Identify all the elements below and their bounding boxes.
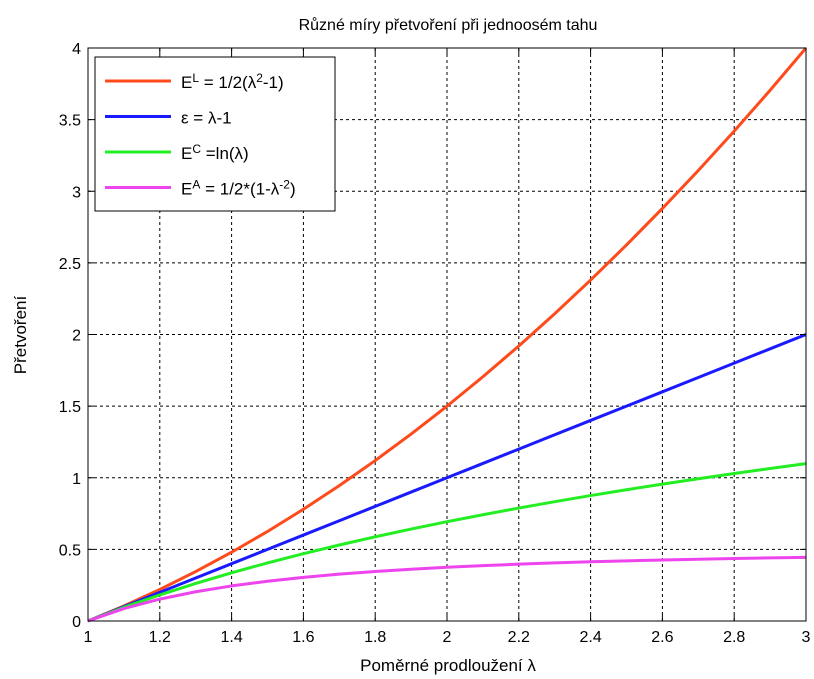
chart-title: Různé míry přetvoření při jednoosém tahu: [299, 16, 598, 34]
x-tick-label: 3: [802, 629, 811, 646]
legend-text-part: =ln(λ): [201, 144, 249, 163]
y-tick-label: 1: [72, 471, 81, 488]
legend-superscript: -2: [279, 178, 290, 192]
y-tick-label: 2: [72, 328, 81, 345]
legend-text-part: E: [181, 144, 192, 163]
x-tick-label: 1.4: [220, 629, 242, 646]
legend-text-part: -1): [263, 73, 284, 92]
y-axis-label: Přetvoření: [11, 296, 30, 375]
legend-text-part: ε = λ-1: [181, 109, 232, 128]
legend-superscript: 2: [256, 71, 263, 85]
series-line-2: [87, 333, 807, 623]
legend: EL = 1/2(λ2-1)ε = λ-1EC =ln(λ)EA = 1/2*(…: [94, 56, 336, 212]
x-tick-label: 2.4: [579, 629, 601, 646]
x-tick-label: 2.2: [508, 629, 530, 646]
x-tick-label: 2: [443, 629, 452, 646]
legend-label-1: EL = 1/2(λ2-1): [181, 71, 284, 92]
legend-superscript: C: [192, 142, 201, 156]
legend-text-part: E: [181, 180, 192, 199]
legend-label-4: EA = 1/2*(1-λ-2): [181, 178, 296, 199]
legend-box: [94, 56, 336, 212]
series-lines: [87, 47, 808, 623]
legend-text-part: = 1/2*(1-λ: [200, 180, 279, 199]
x-axis-label: Poměrné prodloužení λ: [360, 656, 536, 675]
series-line-4: [87, 555, 807, 623]
y-tick-label: 4: [72, 41, 81, 58]
y-tick-label: 0: [72, 614, 81, 631]
y-tick-label: 2.5: [59, 256, 81, 273]
x-tick-label: 1: [84, 629, 93, 646]
y-tick-label: 3.5: [59, 113, 81, 130]
x-tick-label: 2.6: [651, 629, 673, 646]
legend-superscript: A: [192, 178, 200, 192]
ticks: 1 1.2 1.4 1.6 1.8 2 2.2 2.4 2.6 2.8 3 0 0.5 1 1.5 2 2.5 3…: [59, 41, 811, 646]
legend-label-2: ε = λ-1: [181, 109, 232, 128]
x-tick-label: 2.8: [723, 629, 745, 646]
x-tick-label: 1.2: [149, 629, 171, 646]
y-tick-label: 3: [72, 184, 81, 201]
series-line-1: [87, 47, 808, 623]
series-line-3: [87, 462, 807, 623]
x-tick-label: 1.8: [364, 629, 386, 646]
legend-superscript: L: [192, 71, 199, 85]
legend-text-part: E: [181, 73, 192, 92]
legend-text-part: = 1/2(λ: [199, 73, 257, 92]
legend-text-part: ): [290, 180, 296, 199]
y-tick-label: 0.5: [59, 542, 81, 559]
y-tick-label: 1.5: [59, 399, 81, 416]
x-tick-label: 1.6: [292, 629, 314, 646]
legend-label-3: EC =ln(λ): [181, 142, 249, 163]
